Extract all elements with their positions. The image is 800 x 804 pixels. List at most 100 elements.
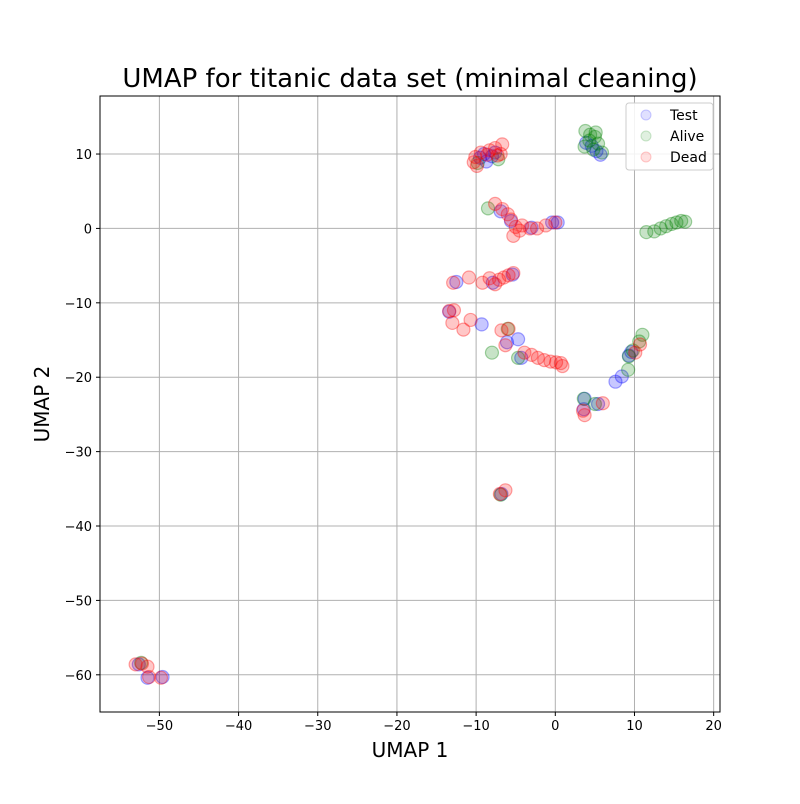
point-dead: [496, 270, 511, 285]
point-test: [493, 204, 508, 219]
x-tick-label: −40: [225, 719, 252, 734]
point-dead: [524, 347, 539, 362]
point-test: [476, 146, 492, 162]
point-alive: [134, 655, 149, 670]
point-alive: [590, 136, 606, 151]
legend-marker-alive: [640, 130, 652, 142]
legend-marker-test: [640, 109, 652, 121]
chart-title: UMAP for titanic data set (minimal clean…: [122, 64, 697, 94]
point-dead: [488, 277, 503, 292]
point-alive: [621, 362, 636, 377]
point-alive: [647, 224, 662, 239]
x-tick-label: 0: [551, 719, 559, 734]
point-test: [584, 138, 599, 153]
point-dead: [140, 659, 155, 674]
point-dead: [530, 350, 545, 365]
point-test: [488, 145, 503, 160]
point-dead: [482, 271, 497, 286]
point-test: [579, 135, 594, 150]
axes-frame: [99, 95, 721, 713]
legend: Test Alive Dead: [625, 102, 714, 171]
point-alive: [588, 125, 603, 140]
point-test: [494, 486, 509, 502]
point-dead: [575, 403, 591, 418]
point-dead: [548, 355, 564, 370]
point-dead: [628, 345, 643, 360]
point-dead: [488, 196, 503, 211]
point-alive: [484, 345, 500, 360]
point-dead: [577, 408, 592, 423]
point-test: [524, 220, 539, 235]
y-tick-label: −30: [65, 446, 92, 461]
x-tick-label: −30: [304, 719, 331, 734]
point-dead: [463, 312, 478, 328]
point-dead: [506, 228, 521, 243]
point-alive: [625, 343, 640, 358]
point-test: [545, 215, 560, 230]
point-dead: [500, 207, 515, 222]
point-test: [576, 402, 591, 417]
y-tick-label: 0: [84, 222, 92, 237]
point-alive: [491, 152, 506, 167]
point-alive: [621, 349, 637, 364]
point-dead: [514, 218, 530, 233]
legend-label-dead: Dead: [670, 150, 707, 166]
point-test: [577, 391, 592, 406]
point-dead: [498, 338, 513, 353]
point-dead: [553, 355, 568, 371]
point-test: [474, 317, 489, 332]
grid: [100, 96, 720, 712]
point-dead: [495, 201, 510, 217]
legend-frame: [625, 102, 714, 171]
point-dead: [456, 322, 471, 337]
point-dead: [128, 657, 143, 672]
point-dead: [153, 670, 169, 685]
point-test: [503, 213, 519, 229]
point-test: [472, 150, 488, 165]
x-axis-label: UMAP 1: [372, 738, 449, 762]
point-alive: [582, 133, 597, 148]
point-alive: [587, 129, 602, 145]
point-alive: [576, 391, 591, 406]
x-tick-label: −10: [462, 719, 489, 734]
point-dead: [548, 215, 563, 230]
point-dead: [468, 149, 483, 165]
y-axis-ticks: −60 −50 −40 −30 −20 −10 0 10: [65, 148, 100, 684]
point-dead: [446, 275, 461, 290]
point-dead: [493, 146, 508, 162]
point-alive: [635, 327, 650, 342]
y-tick-label: −50: [65, 594, 92, 609]
point-alive: [587, 396, 602, 412]
legend-label-test: Test: [669, 108, 698, 124]
point-test: [505, 267, 520, 282]
legend-item-alive: Alive: [640, 129, 704, 145]
point-test: [485, 275, 500, 290]
point-dead: [480, 147, 495, 162]
point-dead: [501, 321, 516, 336]
point-dead: [490, 148, 505, 163]
point-dead: [537, 353, 552, 368]
point-test: [624, 344, 639, 360]
point-alive: [510, 350, 526, 365]
point-dead: [134, 656, 150, 671]
point-dead: [512, 223, 527, 238]
point-dead: [442, 303, 457, 319]
point-test: [449, 274, 464, 290]
x-tick-label: 20: [705, 719, 722, 734]
point-alive: [632, 334, 647, 349]
point-dead: [488, 140, 503, 156]
point-test: [608, 374, 623, 389]
y-tick-label: −10: [65, 297, 92, 312]
point-dead: [632, 337, 648, 352]
point-alive: [586, 142, 601, 157]
point-dead: [506, 265, 521, 281]
point-dead: [498, 483, 513, 498]
point-test: [589, 143, 604, 159]
point-dead: [469, 158, 485, 174]
point-alive: [674, 213, 689, 229]
point-dead: [543, 354, 558, 369]
point-dead: [501, 268, 516, 283]
point-alive: [470, 155, 485, 171]
point-dead: [555, 358, 570, 374]
legend-item-test: Test: [640, 108, 698, 124]
